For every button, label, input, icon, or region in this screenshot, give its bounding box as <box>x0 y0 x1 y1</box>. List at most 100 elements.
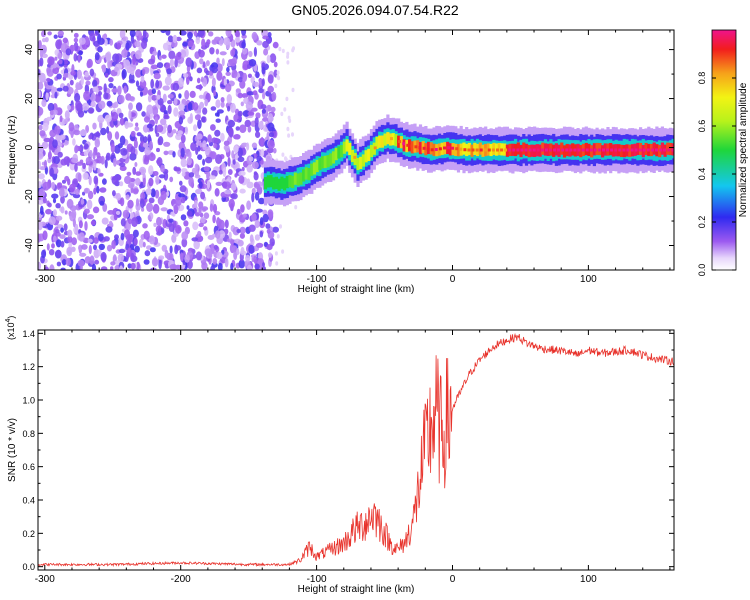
noise-speckle <box>224 145 230 153</box>
noise-speckle <box>195 36 201 45</box>
noise-speckle <box>179 185 187 193</box>
noise-speckle <box>286 60 290 65</box>
noise-speckle <box>195 251 202 261</box>
noise-speckle <box>157 196 165 206</box>
noise-speckle <box>140 134 145 143</box>
noise-speckle <box>232 159 236 165</box>
noise-speckle <box>132 188 139 194</box>
noise-speckle <box>139 79 147 89</box>
noise-speckle <box>53 34 58 39</box>
noise-speckle <box>156 231 163 236</box>
noise-speckle <box>230 193 238 200</box>
ridge-cell <box>660 142 664 155</box>
noise-speckle <box>216 71 223 81</box>
noise-speckle <box>246 164 253 173</box>
noise-speckle <box>89 32 96 42</box>
noise-speckle <box>38 233 42 243</box>
ridge-cell <box>337 146 341 159</box>
noise-speckle <box>42 122 49 132</box>
noise-speckle <box>74 92 81 103</box>
noise-speckle <box>77 54 81 63</box>
noise-speckle <box>46 77 51 82</box>
noise-speckle <box>239 124 247 133</box>
noise-speckle <box>208 250 213 259</box>
noise-speckle <box>247 111 255 116</box>
ridge-cell <box>611 144 615 157</box>
noise-speckle <box>151 94 157 101</box>
noise-speckle <box>201 38 206 48</box>
noise-speckle <box>200 191 206 200</box>
noise-speckle <box>256 40 263 46</box>
noise-speckle <box>241 93 249 99</box>
noise-speckle <box>232 245 238 253</box>
noise-speckle <box>186 210 193 217</box>
ridge-core <box>418 146 422 150</box>
noise-speckle <box>108 83 114 89</box>
noise-speckle <box>39 57 44 67</box>
noise-speckle <box>254 234 260 241</box>
snr-panel: -300 -200 -100 0 100 0.0 0.2 0.4 0.6 0.8 1.0 1.2 1.4… <box>5 316 675 595</box>
noise-speckle <box>160 164 165 173</box>
noise-speckle <box>69 183 76 193</box>
ridge-core <box>390 137 393 141</box>
ridge-cell <box>391 133 395 146</box>
noise-speckle <box>78 232 85 242</box>
noise-speckle <box>48 216 56 226</box>
noise-speckle <box>131 217 138 228</box>
noise-speckle <box>132 229 139 238</box>
noise-speckle <box>93 132 101 137</box>
noise-speckle <box>181 171 186 177</box>
noise-speckle <box>135 50 142 60</box>
noise-speckle <box>103 236 110 242</box>
snr-plot-area <box>38 332 674 568</box>
y-tick-label: 0.2 <box>22 529 35 539</box>
ridge-cell <box>383 133 387 146</box>
ridge-cell <box>367 148 371 161</box>
noise-speckle <box>229 58 237 67</box>
noise-speckle <box>148 235 156 245</box>
noise-speckle <box>180 147 185 158</box>
noise-speckle <box>152 106 159 116</box>
noise-speckle <box>184 254 190 263</box>
noise-speckle <box>246 200 252 210</box>
noise-speckle <box>212 258 218 265</box>
noise-speckle <box>51 181 56 190</box>
noise-speckle <box>63 223 68 232</box>
noise-speckle <box>286 126 290 132</box>
noise-speckle <box>168 218 174 223</box>
ridge-core <box>597 148 601 152</box>
noise-speckle <box>196 133 203 140</box>
noise-speckle <box>123 85 128 94</box>
noise-speckle <box>202 107 208 115</box>
noise-speckle <box>93 175 99 185</box>
noise-speckle <box>248 156 254 162</box>
noise-speckle <box>63 156 71 165</box>
noise-speckle <box>166 68 172 75</box>
snr-y-label: SNR (10 * v/v) <box>7 418 18 482</box>
noise-speckle <box>254 117 259 126</box>
noise-speckle <box>78 220 83 229</box>
noise-speckle <box>211 66 218 74</box>
noise-speckle <box>151 257 159 267</box>
noise-speckle <box>234 36 241 43</box>
noise-speckle <box>74 188 80 195</box>
ridge-cell <box>299 172 303 185</box>
noise-speckle <box>74 162 78 172</box>
noise-speckle <box>201 116 206 123</box>
noise-speckle <box>198 94 204 99</box>
noise-speckle <box>135 177 141 186</box>
noise-speckle <box>258 197 265 205</box>
noise-speckle <box>127 247 132 257</box>
ridge-cell <box>579 145 583 158</box>
ridge-cell <box>283 178 287 191</box>
noise-speckle <box>186 205 190 210</box>
noise-speckle <box>152 50 158 56</box>
noise-speckle <box>180 168 188 173</box>
colorbar-tick-label: 0.6 <box>697 120 707 133</box>
ridge-core <box>512 148 516 152</box>
noise-speckle <box>267 32 272 37</box>
noise-speckle <box>141 111 146 117</box>
noise-speckle <box>152 171 159 176</box>
noise-speckle <box>56 182 61 190</box>
noise-speckle <box>228 231 232 240</box>
